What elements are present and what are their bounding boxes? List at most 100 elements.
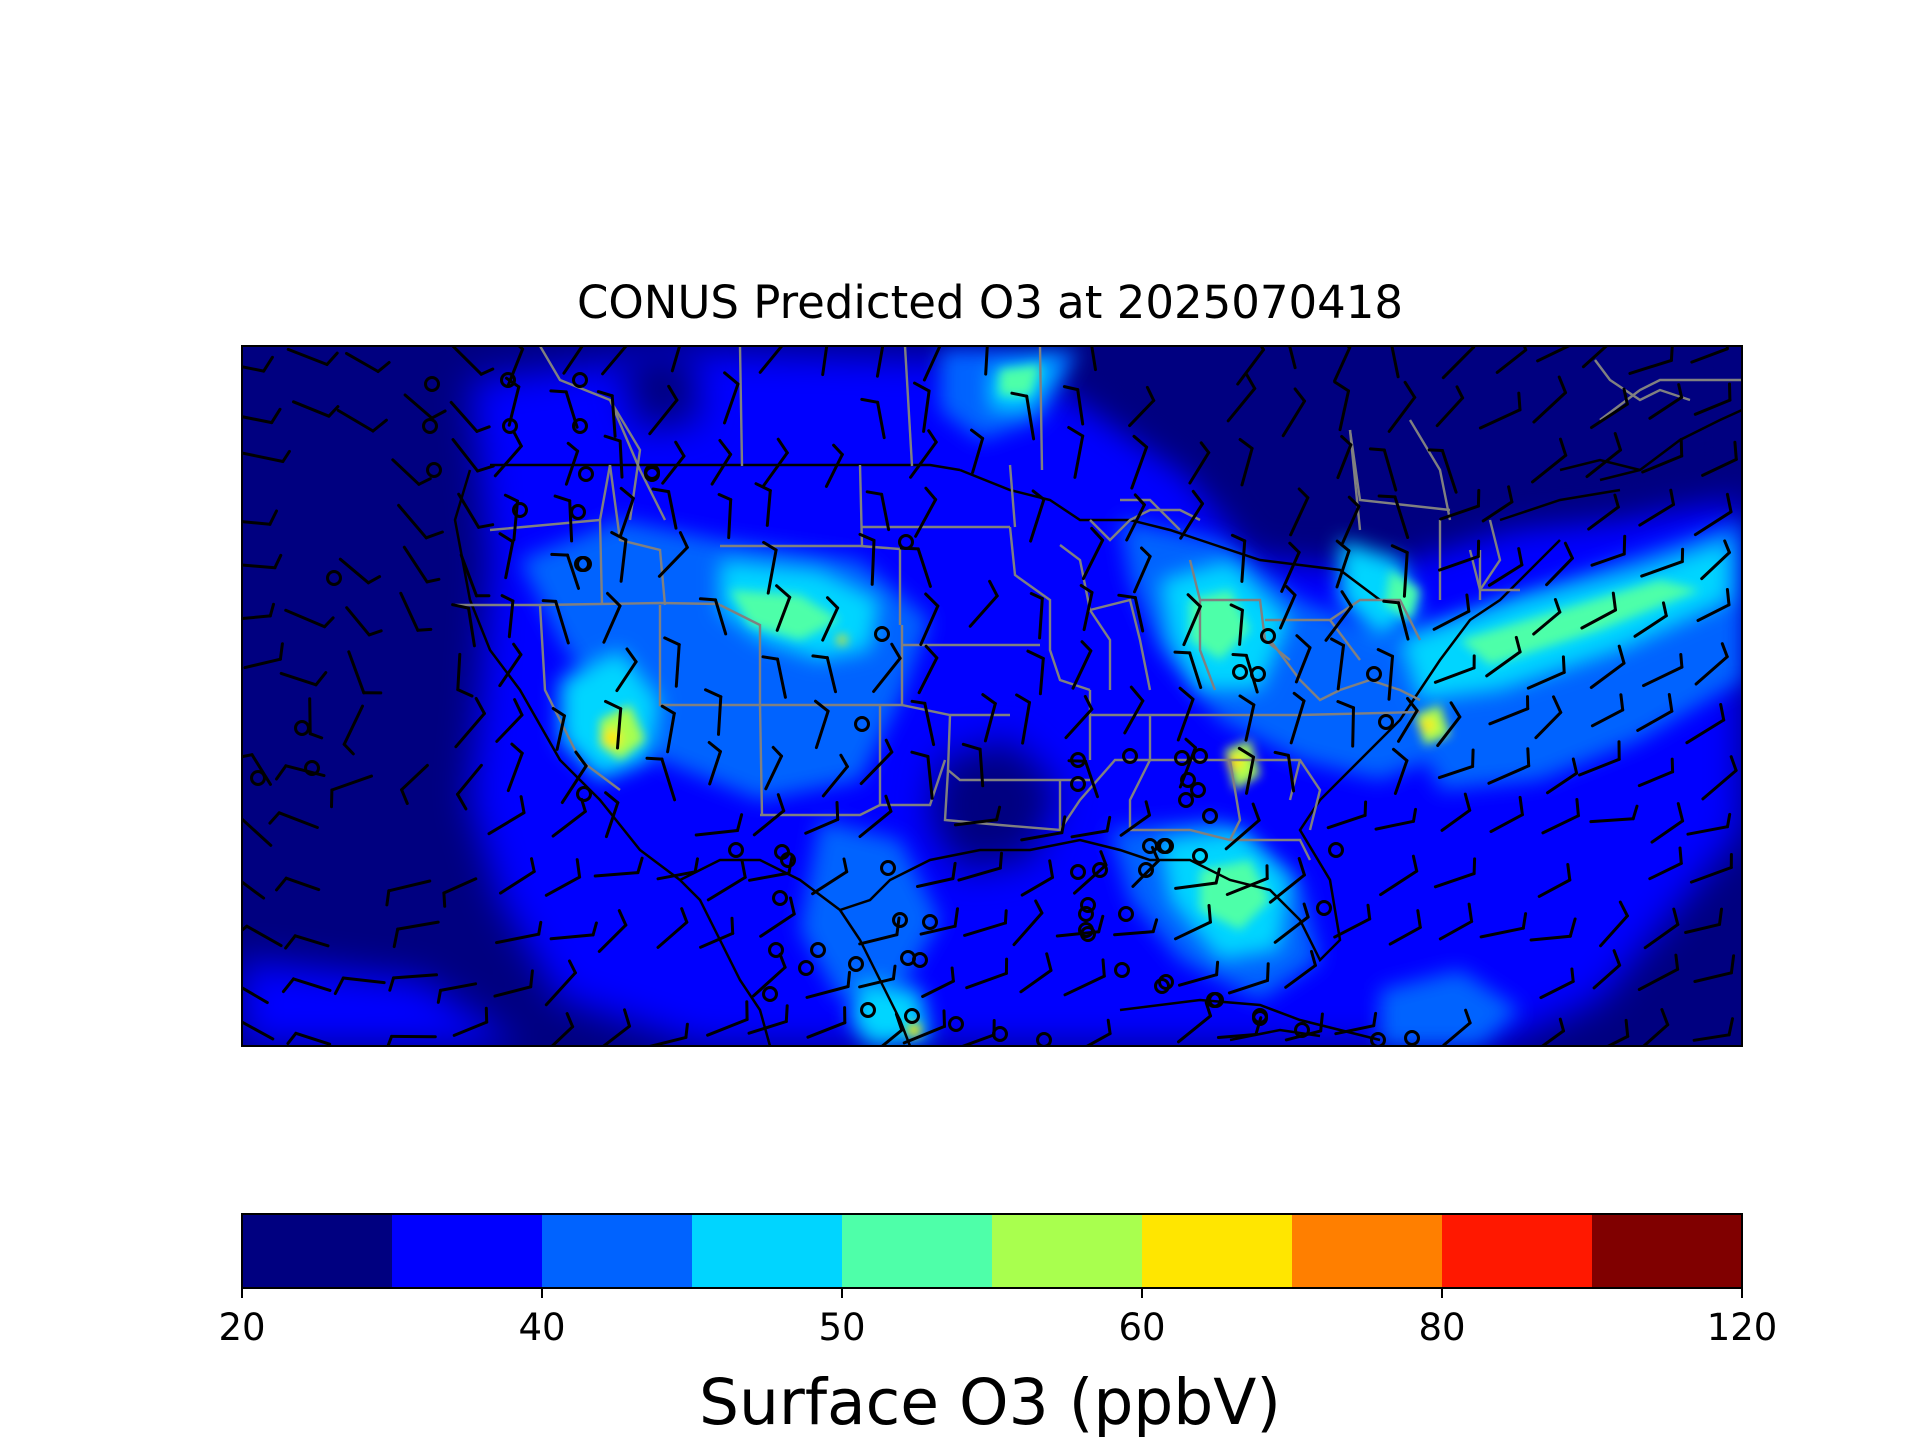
wind-barb bbox=[451, 438, 480, 473]
wind-barb-feather bbox=[227, 816, 239, 822]
wind-barb bbox=[1700, 551, 1731, 581]
wind-barb bbox=[978, 747, 985, 788]
calm-wind-circle bbox=[644, 464, 660, 480]
wind-barb bbox=[1693, 510, 1733, 537]
wind-barb-feather bbox=[1117, 593, 1137, 600]
wind-barb-feather bbox=[568, 959, 577, 975]
wind-barb bbox=[1174, 881, 1218, 890]
wind-barb bbox=[957, 866, 1002, 882]
wind-barb bbox=[706, 1018, 749, 1037]
wind-barb bbox=[1390, 346, 1400, 379]
wind-barb bbox=[456, 763, 483, 796]
wind-barb bbox=[1592, 963, 1622, 990]
wind-barb bbox=[1240, 539, 1247, 583]
wind-barb-feather bbox=[1463, 792, 1472, 812]
wind-barb bbox=[657, 545, 689, 578]
wind-barb bbox=[619, 538, 628, 583]
wind-barb bbox=[1648, 395, 1684, 420]
wind-barb bbox=[1387, 395, 1417, 433]
wind-barb bbox=[1021, 701, 1031, 745]
wind-barb-feather bbox=[1340, 590, 1353, 609]
wind-barb-feather bbox=[1557, 375, 1567, 395]
wind-barb-feather bbox=[865, 490, 884, 496]
wind-barb bbox=[1019, 968, 1053, 994]
wind-barb-feather bbox=[1720, 642, 1729, 659]
wind-barb bbox=[1589, 817, 1635, 824]
wind-barb bbox=[493, 444, 523, 478]
wind-barb bbox=[1188, 651, 1203, 689]
colorbar-cell bbox=[242, 1214, 393, 1288]
wind-barb bbox=[1393, 759, 1409, 795]
wind-barb bbox=[1637, 967, 1680, 991]
calm-wind-circle bbox=[502, 418, 518, 434]
wind-barb bbox=[916, 877, 955, 888]
wind-barb-feather bbox=[1297, 857, 1306, 877]
wind-barb bbox=[1485, 650, 1522, 678]
wind-barb bbox=[1585, 448, 1622, 479]
calm-wind-circle bbox=[1192, 748, 1208, 764]
wind-barb-feather bbox=[498, 532, 515, 544]
colorbar-cell bbox=[992, 1214, 1143, 1288]
colorbar-label: Surface O3 (ppbV) bbox=[699, 1366, 1281, 1439]
colorbar-cell bbox=[1292, 1214, 1443, 1288]
wind-barb-feather bbox=[1725, 492, 1733, 514]
wind-barb-feather bbox=[762, 540, 778, 552]
wind-barb-feather bbox=[1679, 437, 1684, 458]
wind-barb-feather bbox=[416, 627, 433, 632]
wind-barb-feather bbox=[924, 644, 939, 660]
wind-barb bbox=[714, 598, 728, 636]
calm-wind-circle bbox=[1080, 897, 1096, 913]
wind-barb-feather bbox=[625, 647, 638, 664]
wind-barb-feather bbox=[604, 791, 620, 805]
wind-barb bbox=[1131, 859, 1160, 888]
wind-barb-feather bbox=[1573, 328, 1574, 343]
colorbar-cell bbox=[842, 1214, 993, 1288]
wind-barb bbox=[456, 652, 462, 692]
wind-barb bbox=[1581, 346, 1609, 369]
wind-barb bbox=[1387, 654, 1394, 701]
wind-barb bbox=[1628, 358, 1673, 375]
wind-barb bbox=[495, 713, 524, 743]
wind-barb bbox=[902, 1024, 946, 1045]
wind-barb-feather bbox=[1101, 958, 1106, 978]
calm-wind-circle bbox=[304, 760, 320, 776]
wind-barb-feather bbox=[1390, 544, 1409, 554]
wind-barb bbox=[1546, 771, 1579, 795]
wind-barb-feather bbox=[1368, 447, 1386, 452]
wind-barb bbox=[245, 924, 283, 948]
wind-barb-feather bbox=[619, 486, 635, 500]
wind-barb-feather bbox=[953, 907, 959, 928]
wind-barb bbox=[396, 920, 440, 931]
colorbar-frame bbox=[241, 1213, 1743, 1289]
wind-barb bbox=[593, 871, 640, 878]
wind-barb bbox=[402, 545, 429, 584]
calm-wind-circle bbox=[574, 556, 590, 572]
wind-barb-feather bbox=[871, 326, 885, 334]
wind-barb bbox=[1279, 593, 1297, 630]
calm-wind-circle bbox=[798, 960, 814, 976]
wind-barb bbox=[1226, 387, 1257, 423]
wind-barb bbox=[1437, 764, 1475, 780]
calm-wind-circle bbox=[1122, 748, 1138, 764]
wind-barb bbox=[242, 880, 266, 900]
calm-wind-circle bbox=[1180, 772, 1196, 788]
wind-barb bbox=[1238, 608, 1244, 646]
wind-barb bbox=[1084, 1032, 1112, 1046]
calm-wind-circle bbox=[892, 912, 908, 928]
calm-wind-circle bbox=[992, 1026, 1008, 1042]
calm-wind-circle bbox=[422, 418, 438, 434]
wind-barb-feather bbox=[932, 330, 942, 340]
wind-barb-feather bbox=[1674, 953, 1680, 971]
wind-barb bbox=[1686, 825, 1729, 836]
wind-barb bbox=[1590, 708, 1625, 728]
wind-barb bbox=[1382, 448, 1398, 492]
calm-wind-circle bbox=[1316, 900, 1332, 916]
wind-barb-feather bbox=[610, 531, 628, 542]
wind-barb-feather bbox=[814, 699, 830, 713]
wind-barb-feather bbox=[660, 704, 676, 715]
wind-barb bbox=[1479, 926, 1525, 939]
wind-barb-feather bbox=[577, 332, 585, 343]
wind-barb bbox=[1478, 408, 1522, 430]
wind-barb-feather bbox=[314, 671, 328, 687]
wind-barb bbox=[1439, 504, 1480, 521]
